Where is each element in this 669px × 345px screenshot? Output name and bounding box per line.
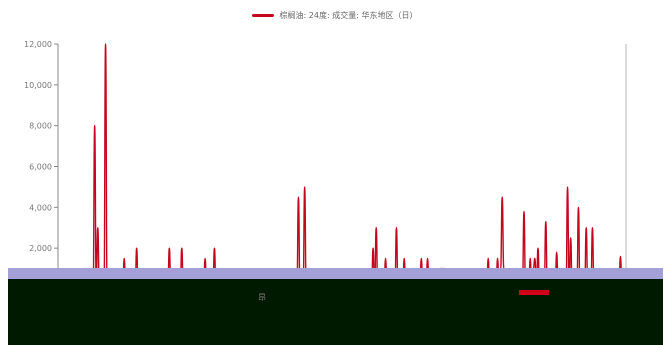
y-tick-label: 4,000: [29, 203, 52, 212]
y-tick-label: 8,000: [29, 122, 52, 131]
chart-legend[interactable]: 棕榈油: 24度: 成交量: 华东地区（日）: [0, 8, 669, 22]
datazoom-slider-handle[interactable]: [519, 290, 549, 295]
datazoom-selection-band[interactable]: [8, 268, 663, 279]
legend-swatch: [251, 13, 274, 17]
datazoom-background[interactable]: [8, 279, 663, 345]
y-tick-label: 2,000: [29, 244, 52, 253]
y-tick-label: 6,000: [29, 163, 52, 172]
y-tick-label: 10,000: [24, 81, 52, 90]
series-marks[interactable]: [62, 43, 623, 290]
series-line-0[interactable]: [62, 43, 623, 290]
legend-label: 棕榈油: 24度: 成交量: 华东地区（日）: [279, 10, 418, 20]
datazoom-label: 昂: [258, 293, 266, 302]
y-axis: 2,000 4,000 6,000 8,000 10,000 12,000: [24, 40, 627, 289]
y-tick-label: 12,000: [24, 40, 52, 49]
